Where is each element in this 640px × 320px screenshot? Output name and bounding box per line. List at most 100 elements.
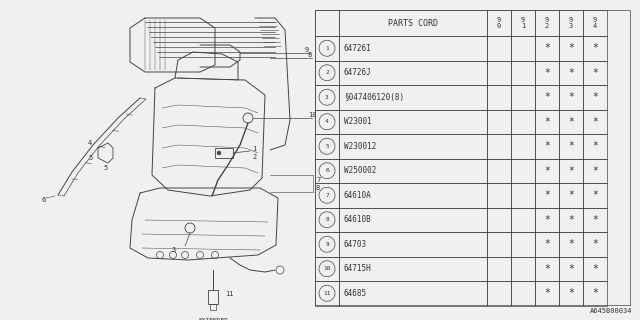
Bar [583,10,607,36]
Bar [559,281,583,306]
Bar [559,158,583,183]
Bar [315,10,339,36]
Text: *: * [592,166,598,176]
Text: *: * [592,190,598,200]
Text: 10: 10 [323,266,331,271]
Text: 9: 9 [305,47,309,53]
Bar [487,109,511,134]
Text: 6: 6 [325,168,329,173]
Bar [315,60,339,85]
Bar [535,109,559,134]
Bar [511,10,535,36]
Text: 7: 7 [316,177,320,183]
Bar [487,281,511,306]
Bar [511,281,535,306]
Bar [511,60,535,85]
Bar [339,134,487,158]
Bar [583,85,607,109]
Text: *: * [592,239,598,249]
Bar [339,10,487,36]
Bar [339,232,487,257]
Text: 6: 6 [42,197,46,203]
Text: 64715H: 64715H [344,264,372,273]
Text: *: * [544,92,550,102]
Text: *: * [592,43,598,53]
Bar [487,207,511,232]
Bar [535,281,559,306]
Bar [315,257,339,281]
Bar [559,257,583,281]
Text: *: * [568,215,574,225]
Bar [583,36,607,60]
Text: *: * [592,264,598,274]
Text: 4: 4 [325,119,329,124]
Bar [315,207,339,232]
Bar [559,109,583,134]
Bar [583,134,607,158]
Text: *: * [568,68,574,78]
Bar [535,207,559,232]
Text: 5: 5 [325,144,329,149]
Bar [511,257,535,281]
Text: 5: 5 [88,155,92,161]
Bar [339,158,487,183]
Bar [559,36,583,60]
Bar [315,281,339,306]
Bar [559,207,583,232]
Bar [583,257,607,281]
Bar [210,304,216,310]
Bar [535,232,559,257]
Text: *: * [544,264,550,274]
Bar [559,10,583,36]
Bar [315,85,339,109]
Text: *: * [568,43,574,53]
Bar [511,158,535,183]
Text: 9
3: 9 3 [569,17,573,29]
Bar [339,60,487,85]
Text: 4: 4 [88,140,92,146]
Bar [559,85,583,109]
Text: 64610B: 64610B [344,215,372,224]
Text: *: * [544,190,550,200]
Bar [487,232,511,257]
Bar [339,281,487,306]
Text: *: * [568,190,574,200]
Bar [511,183,535,207]
Bar [583,109,607,134]
Text: *: * [592,288,598,298]
Text: W250002: W250002 [344,166,376,175]
Bar [535,10,559,36]
Bar [583,158,607,183]
Text: 9
0: 9 0 [497,17,501,29]
Text: 10: 10 [308,112,317,118]
Text: 2: 2 [252,154,256,160]
Bar [215,148,233,158]
Bar [511,232,535,257]
Text: 3: 3 [325,95,329,100]
Bar [339,85,487,109]
Bar [339,109,487,134]
Text: 8: 8 [308,52,312,58]
Bar [487,36,511,60]
Bar [583,183,607,207]
Bar [535,257,559,281]
Text: 2: 2 [325,70,329,75]
Bar [559,60,583,85]
Bar [315,183,339,207]
Bar [535,36,559,60]
Text: §047406120(8): §047406120(8) [344,93,404,102]
Text: *: * [544,239,550,249]
Bar [535,158,559,183]
Bar [535,134,559,158]
Bar [339,257,487,281]
Text: A645B00034: A645B00034 [589,308,632,314]
Bar [208,290,218,304]
Text: 64685: 64685 [344,289,367,298]
Bar [487,10,511,36]
Text: *: * [592,141,598,151]
Bar [559,134,583,158]
Text: *: * [544,68,550,78]
Bar [315,158,339,183]
Text: *: * [544,141,550,151]
Text: *: * [544,43,550,53]
